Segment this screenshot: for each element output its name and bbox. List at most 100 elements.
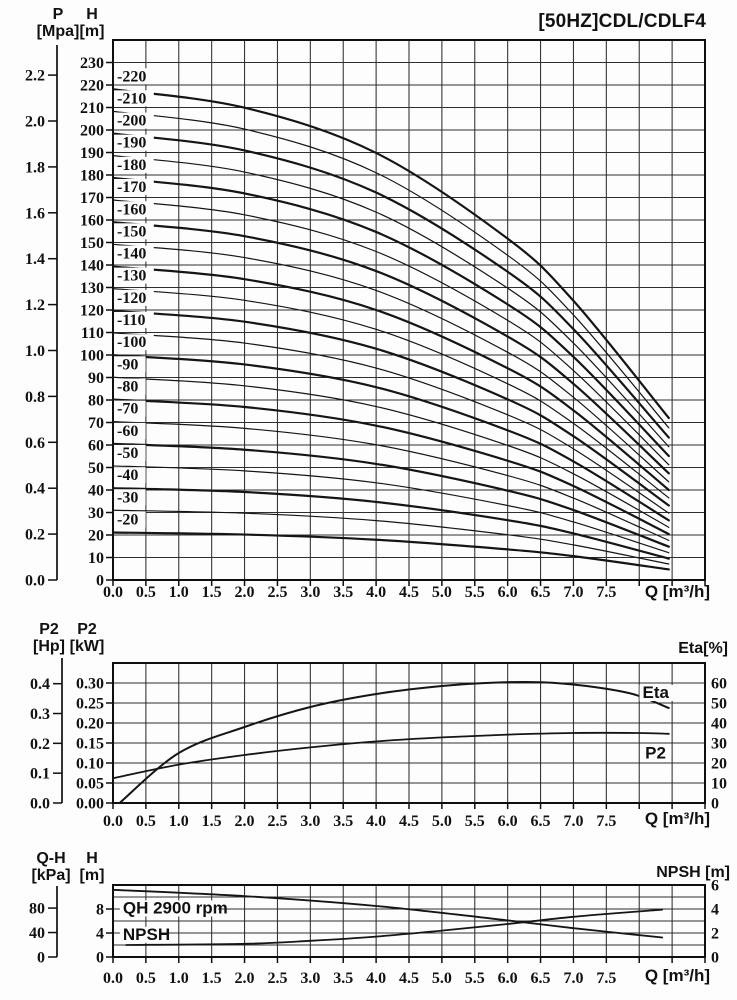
label-backdrop	[114, 422, 146, 439]
spine-tick-label: 2.2	[25, 68, 45, 85]
label-backdrop	[114, 489, 146, 506]
spine-tick-label: 0.0	[30, 796, 50, 813]
x-tick-label: 6.5	[531, 813, 551, 830]
curve--50	[112, 465, 670, 554]
curve--210	[112, 110, 670, 429]
curve-label--220: -220	[117, 68, 146, 85]
left-axis-tick-label: 70	[88, 415, 104, 432]
left-axis-tick-label: 100	[80, 348, 104, 365]
left-axis-tick-label: 160	[80, 213, 104, 230]
x-tick-label: 3.0	[300, 584, 320, 601]
curve-label--160: -160	[117, 201, 146, 218]
curve--70	[112, 421, 670, 541]
x-tick-label: 5.5	[465, 970, 485, 987]
label-backdrop	[114, 156, 154, 173]
curve--90	[112, 376, 670, 528]
x-tick-label: 7.5	[596, 584, 616, 601]
flow-axis-title-main: Q [m³/h]	[644, 582, 710, 601]
left-axis-tick-label: 40	[88, 483, 104, 500]
x-tick-label: 7.5	[596, 970, 616, 987]
head-bottom-axis-header: H [m]	[72, 850, 112, 884]
x-tick-label: 1.5	[202, 813, 222, 830]
label-backdrop	[114, 267, 154, 284]
power-kw-unit: [kW]	[69, 638, 105, 656]
spine-tick-label: 80	[29, 901, 45, 918]
label-backdrop	[114, 311, 154, 328]
x-tick-label: 0.5	[136, 970, 156, 987]
curve-QH-2900-rpm	[112, 888, 664, 939]
x-tick-label: 1.5	[202, 584, 222, 601]
main-qh-chart: 0.0 0.5 1.0 1.5 2.0 2.5 3.0 3.5 4.0 4.5 5.0 5.5 6.0 6…	[25, 39, 706, 601]
curve--110	[112, 332, 670, 514]
left-axis-tick-label: 120	[80, 303, 104, 320]
curve-label--40: -40	[117, 467, 138, 484]
label-backdrop	[119, 926, 161, 943]
curve--150	[112, 243, 670, 483]
label-backdrop	[114, 356, 146, 373]
left-axis-tick-label: 10	[88, 550, 104, 567]
left-axis-tick-label: 60	[88, 438, 104, 455]
x-tick-label: 2.5	[267, 970, 287, 987]
x-tick-label: 1.5	[202, 970, 222, 987]
power-efficiency-chart: 0.0 0.5 1.0 1.5 2.0 2.5 3.0 3.5 4.0 4.5 5.0 5.5 6.0 6…	[30, 658, 727, 830]
left-axis-tick-label: 110	[81, 325, 104, 342]
spine-tick-label: 0.2	[30, 736, 50, 753]
left-axis-tick-label: 220	[80, 78, 104, 95]
left-axis-tick-label: 90	[88, 370, 104, 387]
curve--30	[112, 509, 670, 565]
left-axis-tick-label: 190	[80, 145, 104, 162]
x-tick-label: 2.0	[235, 970, 255, 987]
x-tick-label: 5.5	[465, 813, 485, 830]
flow-axis-title-power: Q [m³/h]	[644, 809, 710, 828]
head-bottom-unit: [m]	[79, 867, 105, 885]
npsh-axis-header: NPSH [m]	[656, 864, 730, 881]
spine-tick-label: 0.2	[25, 527, 45, 544]
x-tick-label: 2.0	[235, 584, 255, 601]
curve-label--190: -190	[117, 135, 146, 152]
spine-tick-label: 2.0	[25, 114, 45, 131]
label-backdrop	[114, 245, 154, 262]
right-axis-tick-label: 6	[711, 878, 719, 895]
x-tick-label: 5.0	[432, 970, 452, 987]
head-axis-header: H [m]	[74, 6, 110, 40]
label-backdrop	[114, 223, 154, 240]
curve-label--110: -110	[117, 312, 145, 329]
curve-label--80: -80	[117, 379, 138, 396]
label-backdrop	[119, 900, 219, 917]
right-axis-tick-label: 4	[711, 902, 719, 919]
spine-tick-label: 1.0	[25, 343, 45, 360]
flow-axis-title-npsh: Q [m³/h]	[644, 966, 710, 985]
spine-tick-label: 0.4	[25, 481, 45, 498]
left-axis-tick-label: 4	[96, 926, 104, 943]
curve-Eta	[118, 680, 670, 804]
curve-label--50: -50	[117, 445, 138, 462]
x-tick-label: 4.5	[399, 584, 419, 601]
right-axis-tick-label: 50	[711, 696, 727, 713]
right-axis-tick-label: 10	[711, 776, 727, 793]
right-axis-tick-label: 30	[711, 736, 727, 753]
label-backdrop	[639, 685, 675, 701]
left-axis-tick-label: 30	[88, 505, 104, 522]
curve-label--130: -130	[117, 268, 146, 285]
curve-label--30: -30	[117, 489, 138, 506]
x-tick-label: 6.5	[531, 970, 551, 987]
curve-label--150: -150	[117, 223, 146, 240]
x-tick-label: 3.5	[333, 970, 353, 987]
curve-label--90: -90	[117, 356, 138, 373]
right-axis-tick-label: 2	[711, 926, 719, 943]
power-hp-axis-header: P2 [Hp]	[26, 621, 72, 655]
left-axis-tick-label: 0.00	[76, 796, 104, 813]
spine-tick-label: 0.6	[25, 435, 45, 452]
curve--120	[111, 309, 670, 507]
left-axis-tick-label: 50	[88, 460, 104, 477]
qh-kpa-axis-header: Q-H [kPa]	[26, 850, 76, 884]
curve--130	[112, 288, 670, 499]
curve--160	[111, 221, 670, 475]
power-kw-symbol: P2	[77, 621, 97, 638]
left-axis-tick-label: 0.25	[76, 696, 104, 713]
right-axis-tick-label: 60	[711, 676, 727, 693]
left-axis-tick-label: 170	[80, 190, 104, 207]
label-backdrop	[642, 745, 668, 762]
curve-label--100: -100	[117, 334, 146, 351]
x-tick-label: 6.0	[498, 970, 518, 987]
